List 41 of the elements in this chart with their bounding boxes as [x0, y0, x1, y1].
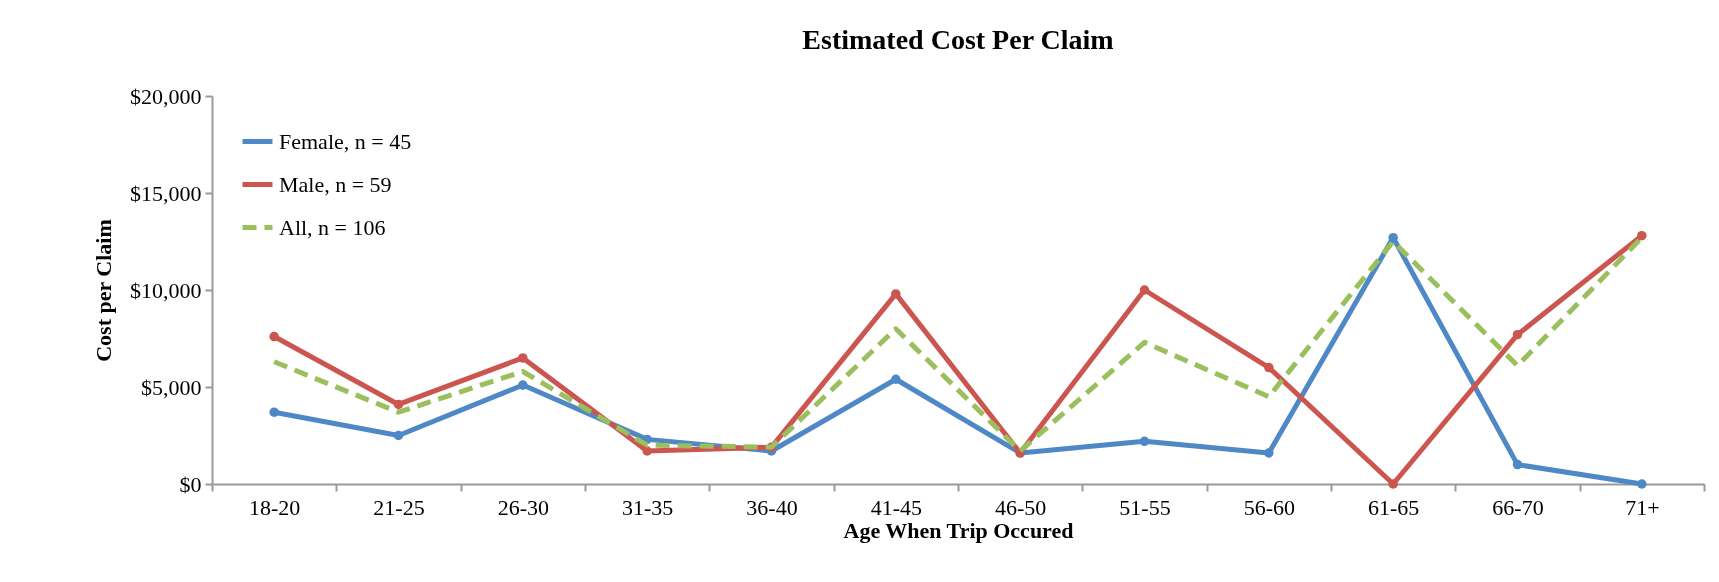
x-tick-label: 41-45: [870, 494, 922, 520]
x-tick-label: 21-25: [373, 494, 425, 520]
x-tick-label: 18-20: [249, 494, 301, 520]
y-tick-label: $15,000: [130, 180, 202, 206]
point: [1264, 362, 1274, 373]
y-tick-label: $0: [179, 471, 202, 497]
point: [642, 446, 652, 456]
x-tick-label: 56-60: [1243, 494, 1295, 520]
point: [1637, 479, 1647, 489]
point: [891, 374, 901, 384]
point: [1139, 285, 1150, 295]
point: [393, 399, 404, 410]
legend-label: Male, n = 59: [279, 171, 392, 197]
x-tick-label: 51-55: [1119, 494, 1171, 520]
point: [1512, 329, 1523, 340]
chart-title: Estimated Cost Per Claim: [802, 24, 1114, 55]
x-tick-label: 71+: [1625, 494, 1660, 520]
point: [269, 331, 279, 342]
point: [1512, 459, 1523, 470]
y-tick-label: $5,000: [141, 374, 202, 400]
x-tick-label: 36-40: [746, 494, 798, 520]
point: [1264, 448, 1274, 458]
legend-label: Female, n = 45: [279, 128, 412, 154]
y-tick-label: $20,000: [130, 83, 202, 109]
point: [1637, 230, 1647, 241]
point: [1388, 479, 1398, 489]
point: [1139, 436, 1150, 447]
x-tick-label: 66-70: [1492, 494, 1544, 520]
x-axis-title: Age When Trip Occured: [843, 517, 1074, 543]
x-tick-label: 31-35: [622, 494, 674, 520]
y-tick-label: $10,000: [130, 277, 202, 303]
point: [518, 380, 528, 390]
y-axis-title: Cost per Claim: [91, 219, 116, 362]
x-tick-label: 61-65: [1368, 494, 1420, 520]
point: [269, 407, 279, 417]
legend-label: All, n = 106: [279, 214, 386, 240]
point: [891, 289, 901, 299]
point: [393, 430, 404, 441]
point: [518, 353, 528, 363]
x-tick-label: 46-50: [995, 494, 1047, 520]
x-tick-label: 26-30: [497, 494, 549, 520]
